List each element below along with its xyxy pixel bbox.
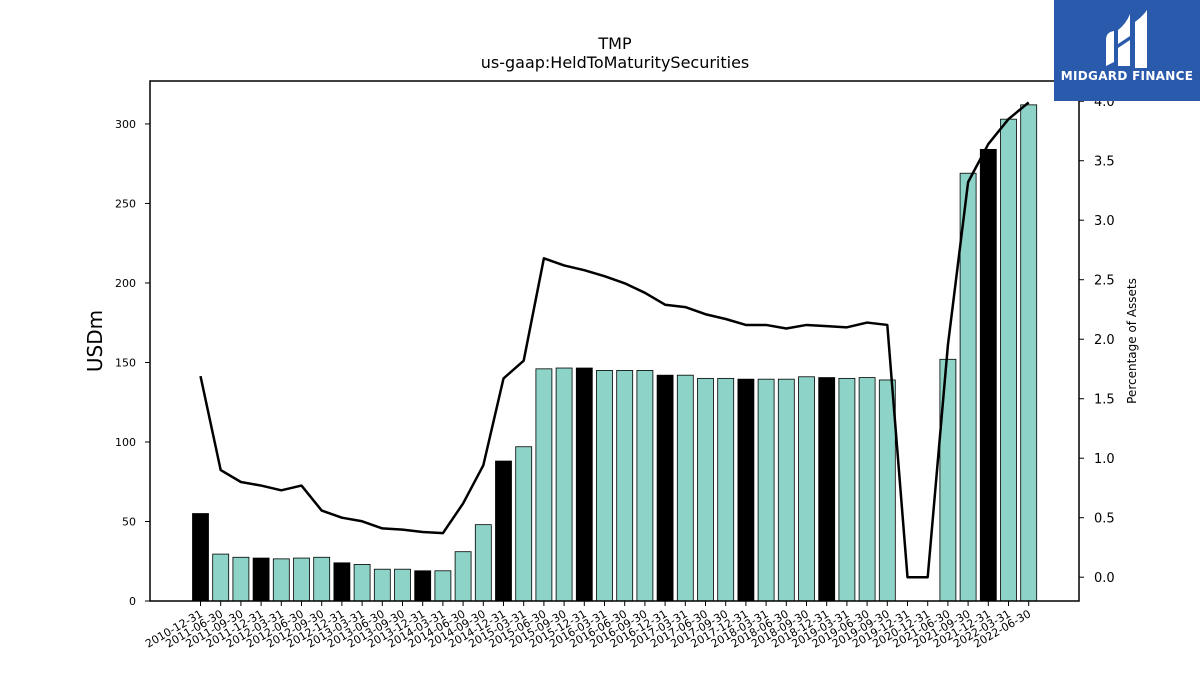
bar-8 bbox=[353, 564, 371, 602]
y-axis: 0 50 100 150 200 250 300 bbox=[115, 118, 150, 608]
line-series bbox=[199, 101, 1030, 579]
y-tick-label-2: 100 bbox=[115, 436, 136, 449]
x-axis: 2010-12-312011-06-302011-09-302011-12-31… bbox=[143, 601, 1033, 651]
bar-27 bbox=[737, 378, 755, 602]
bar-40 bbox=[1000, 118, 1017, 602]
bar-0 bbox=[192, 513, 209, 602]
bar-25 bbox=[697, 377, 714, 602]
y2-tick-label-5: 2.5 bbox=[1094, 274, 1115, 289]
bar-16 bbox=[515, 446, 533, 602]
bar-14 bbox=[474, 524, 492, 602]
bar-31 bbox=[818, 377, 836, 602]
bar-24 bbox=[676, 374, 694, 602]
bar-33 bbox=[858, 377, 876, 602]
bars-group bbox=[192, 104, 1038, 602]
bar-2 bbox=[232, 556, 250, 602]
line-group bbox=[199, 101, 1030, 579]
bar-32 bbox=[838, 377, 856, 602]
y2-axis-label: Percentage of Assets bbox=[1125, 278, 1139, 404]
y-axis-label: USDm bbox=[83, 310, 107, 372]
bar-17 bbox=[535, 368, 553, 602]
bar-10 bbox=[394, 568, 411, 602]
y2-axis: 0.00.51.01.52.02.53.03.54.0 bbox=[1079, 95, 1115, 586]
bar-34 bbox=[878, 379, 896, 602]
logo-text: MIDGARD FINANCE bbox=[1060, 69, 1194, 83]
bar-28 bbox=[757, 378, 775, 602]
y2-tick-label-0: 0.0 bbox=[1094, 571, 1115, 586]
y-tick-label-5: 250 bbox=[115, 197, 136, 210]
bar-21 bbox=[616, 370, 634, 602]
bar-13 bbox=[454, 551, 472, 602]
bar-19 bbox=[575, 367, 593, 602]
y-tick-label-6: 300 bbox=[115, 118, 136, 131]
y-tick-label-3: 150 bbox=[115, 356, 136, 369]
bar-4 bbox=[272, 558, 290, 602]
y2-tick-label-2: 1.0 bbox=[1094, 452, 1115, 467]
y2-tick-label-7: 3.5 bbox=[1094, 155, 1115, 170]
y-tick-label-0: 0 bbox=[129, 595, 136, 608]
y-tick-label-4: 200 bbox=[115, 277, 136, 290]
bar-7 bbox=[333, 562, 351, 602]
bar-22 bbox=[636, 370, 654, 602]
bar-15 bbox=[495, 460, 512, 602]
bar-5 bbox=[293, 557, 310, 602]
y-tick-label-1: 50 bbox=[122, 515, 136, 528]
bar-3 bbox=[252, 557, 270, 602]
bar-20 bbox=[596, 370, 613, 602]
bar-9 bbox=[373, 568, 391, 602]
bar-39 bbox=[979, 148, 997, 602]
bar-23 bbox=[656, 374, 674, 602]
bar-18 bbox=[555, 367, 573, 602]
bar-26 bbox=[717, 377, 735, 602]
y2-tick-label-6: 3.0 bbox=[1094, 214, 1115, 229]
y2-tick-label-1: 0.5 bbox=[1094, 512, 1115, 527]
chart-title: TMP bbox=[597, 34, 632, 53]
logo-mark-icon bbox=[1106, 10, 1147, 68]
bar-12 bbox=[434, 570, 452, 602]
y2-tick-label-3: 1.5 bbox=[1094, 393, 1115, 408]
bar-11 bbox=[414, 570, 432, 602]
y2-tick-label-4: 2.0 bbox=[1094, 333, 1115, 348]
bar-1 bbox=[212, 553, 230, 602]
bar-6 bbox=[313, 556, 331, 602]
bar-30 bbox=[798, 376, 815, 602]
plot-frame bbox=[149, 80, 1080, 602]
bar-29 bbox=[777, 378, 795, 602]
bar-41 bbox=[1020, 104, 1038, 602]
chart-subtitle: us-gaap:HeldToMaturitySecurities bbox=[481, 53, 750, 72]
logo: MIDGARD FINANCE bbox=[1054, 0, 1200, 101]
